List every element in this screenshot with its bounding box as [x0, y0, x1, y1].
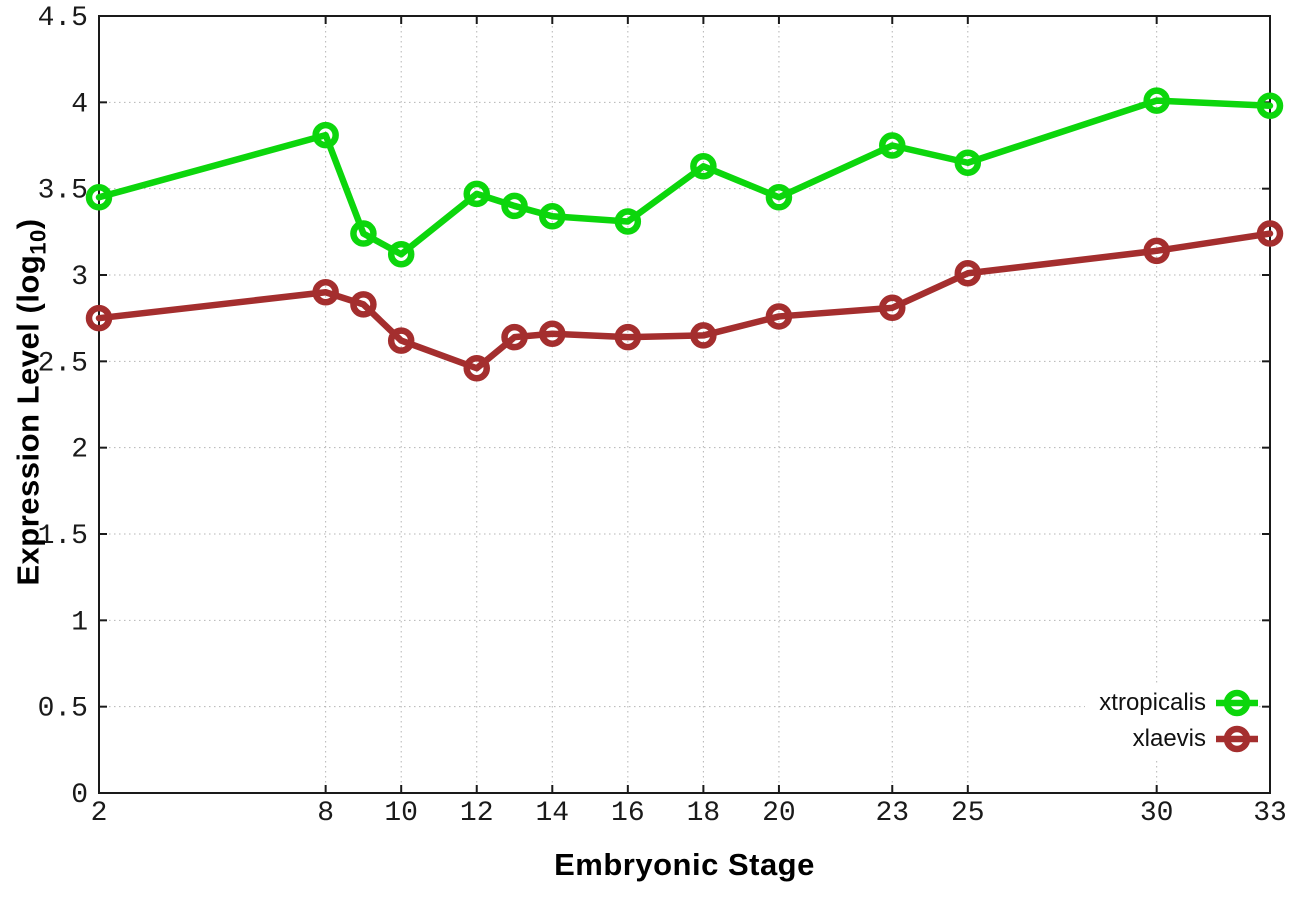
data-point-xtropicalis — [1143, 87, 1170, 114]
y-axis-title-text: Expression Level (log — [10, 254, 46, 586]
y-tick-label: 4 — [71, 89, 88, 120]
y-tick-label: 3 — [71, 262, 88, 293]
data-point-xtropicalis — [539, 203, 566, 230]
data-point-xlaevis — [539, 320, 566, 347]
series-xtropicalis — [85, 87, 1284, 268]
data-point-xlaevis — [312, 279, 339, 306]
data-point-xtropicalis — [312, 121, 339, 149]
data-point-xlaevis — [879, 294, 906, 322]
y-tick-labels: 0 0.5 1 1.5 2 2.5 3 3.5 4 4.5 — [38, 3, 88, 811]
series-line-xtropicalis — [95, 97, 1274, 258]
data-point-xlaevis — [1143, 237, 1170, 265]
data-point-xlaevis — [1256, 220, 1284, 247]
y-tick-label: 4.5 — [38, 3, 88, 34]
data-point-xtropicalis — [85, 184, 113, 211]
legend-marker-xlaevis-icon — [1216, 725, 1258, 753]
x-axis-title: Embryonic Stage — [554, 847, 815, 882]
data-point-xlaevis — [501, 323, 528, 351]
gridlines — [99, 16, 1270, 793]
x-tick-label: 30 — [1140, 798, 1174, 829]
legend-label-xlaevis: xlaevis — [1132, 725, 1206, 752]
x-tick-label: 16 — [611, 798, 645, 829]
data-point-xtropicalis — [463, 180, 490, 208]
data-point-xtropicalis — [690, 152, 717, 180]
x-tick-label: 18 — [687, 798, 721, 829]
series-line-xlaevis — [95, 230, 1274, 372]
data-point-xtropicalis — [614, 208, 642, 235]
x-tick-labels: 2 8 10 12 14 16 18 20 23 25 30 33 — [91, 798, 1287, 829]
x-tick-label: 33 — [1253, 798, 1287, 829]
data-point-xtropicalis — [350, 220, 377, 247]
y-axis-title-subscript: 10 — [25, 229, 51, 255]
data-point-xtropicalis — [501, 192, 528, 220]
data-point-xlaevis — [387, 327, 415, 354]
data-point-xlaevis — [463, 354, 490, 382]
data-point-xlaevis — [765, 303, 793, 330]
data-point-xlaevis — [954, 260, 982, 287]
x-tick-label: 14 — [535, 798, 569, 829]
data-point-xlaevis — [85, 304, 113, 332]
legend-item-xtropicalis: xtropicalis — [1099, 685, 1258, 721]
x-tick-label: 12 — [460, 798, 494, 829]
data-point-xtropicalis — [1256, 92, 1284, 120]
x-tick-label: 2 — [91, 798, 108, 829]
y-axis-title-close: ) — [10, 218, 46, 230]
legend-item-xlaevis: xlaevis — [1099, 721, 1258, 757]
data-point-xlaevis — [350, 291, 377, 318]
data-point-xtropicalis — [765, 184, 793, 211]
y-axis-title: Expression Level (log10) — [10, 218, 51, 585]
y-tick-label: 2 — [71, 435, 88, 466]
y-tick-label: 2.5 — [38, 348, 88, 379]
legend: xtropicalis xlaevis — [1085, 683, 1258, 759]
data-point-xtropicalis — [954, 149, 982, 177]
data-point-xlaevis — [614, 323, 642, 351]
legend-label-xtropicalis: xtropicalis — [1099, 689, 1206, 716]
y-tick-label: 1 — [71, 607, 88, 638]
x-tick-label: 20 — [762, 798, 796, 829]
tick-marks — [98, 15, 1271, 794]
y-tick-label: 0.5 — [38, 694, 88, 725]
plot-border — [98, 15, 1271, 794]
data-point-xtropicalis — [879, 132, 906, 159]
y-tick-label: 0 — [71, 780, 88, 811]
data-point-xlaevis — [690, 322, 717, 349]
series-xlaevis — [85, 220, 1284, 382]
x-tick-label: 25 — [951, 798, 985, 829]
y-tick-label: 3.5 — [38, 176, 88, 207]
x-tick-label: 10 — [384, 798, 418, 829]
x-tick-label: 8 — [317, 798, 334, 829]
y-tick-label: 1.5 — [38, 521, 88, 552]
x-tick-label: 23 — [875, 798, 909, 829]
legend-marker-xtropicalis-icon — [1216, 689, 1258, 717]
data-point-xtropicalis — [387, 241, 415, 268]
